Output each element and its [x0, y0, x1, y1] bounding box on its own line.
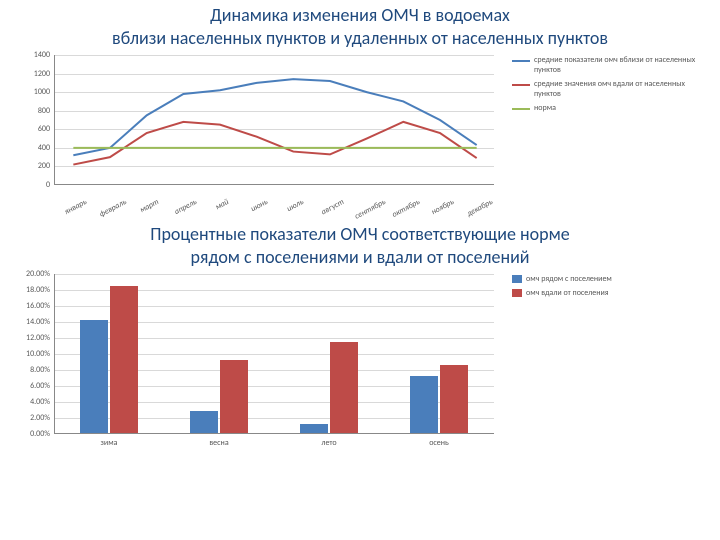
y-tick-label: 8.00%: [10, 365, 50, 375]
title-1: Динамика изменения ОМЧ в водоемах вблизи…: [0, 0, 720, 51]
bar-chart-legend: омч рядом с поселением омч вдали от посел…: [508, 270, 616, 306]
bar: [220, 360, 248, 433]
y-tick-label: 20.00%: [10, 269, 50, 279]
legend-label: норма: [534, 103, 556, 113]
x-tick-label: октябрь: [391, 197, 422, 220]
x-tick-label: март: [138, 197, 160, 215]
legend-item: омч рядом с поселением: [512, 274, 612, 284]
y-tick-label: 12.00%: [10, 333, 50, 343]
x-tick-label: июнь: [249, 197, 269, 214]
line-chart-block: 0 200 400 600 800 1000 1200 1400 январь февраль ма…: [0, 51, 720, 221]
legend-swatch: [512, 84, 530, 86]
x-tick-label: май: [214, 197, 231, 212]
legend-label: средние значения омч вдали от населенных…: [534, 79, 712, 99]
bar: [410, 376, 438, 433]
legend-swatch: [512, 289, 522, 297]
x-tick-label: декабрь: [465, 197, 494, 219]
line-chart: 0 200 400 600 800 1000 1200 1400 январь февраль ма…: [8, 51, 508, 221]
bar: [330, 342, 358, 433]
title-1-line-2: вблизи населенных пунктов и удаленных от…: [112, 27, 608, 49]
x-tick-label: апрель: [173, 197, 199, 217]
bar-chart: 0.00% 2.00% 4.00% 6.00% 8.00% 10.00% 12.00% 14.…: [8, 270, 508, 470]
x-tick-label: февраль: [98, 197, 129, 220]
title-1-line-1: Динамика изменения ОМЧ в водоемах: [210, 4, 510, 26]
series-line: [73, 122, 476, 165]
y-tick-label: 600: [10, 124, 50, 134]
bar-plot-area: [54, 274, 494, 434]
y-tick-label: 14.00%: [10, 317, 50, 327]
legend-label: омч вдали от поселения: [526, 288, 609, 298]
y-tick-label: 1000: [10, 87, 50, 97]
gridline: [55, 274, 494, 275]
legend-swatch: [512, 60, 530, 62]
y-tick-label: 4.00%: [10, 397, 50, 407]
title-2-line-1: Процентные показатели ОМЧ соответствующи…: [150, 223, 569, 245]
line-series-svg: [55, 55, 495, 185]
bar: [190, 411, 218, 433]
x-tick-label: осень: [429, 438, 449, 448]
x-tick-label: июль: [286, 197, 306, 214]
y-tick-label: 18.00%: [10, 285, 50, 295]
bar-chart-block: 0.00% 2.00% 4.00% 6.00% 8.00% 10.00% 12.00% 14.…: [0, 270, 720, 470]
y-tick-label: 400: [10, 143, 50, 153]
y-tick-label: 1200: [10, 69, 50, 79]
x-tick-label: сентябрь: [353, 197, 387, 222]
y-tick-label: 0: [10, 180, 50, 190]
x-tick-label: январь: [63, 197, 89, 217]
y-tick-label: 1400: [10, 50, 50, 60]
legend-swatch: [512, 108, 530, 110]
x-tick-label: зима: [101, 438, 118, 448]
x-tick-label: ноябрь: [430, 197, 456, 217]
line-plot-area: [54, 55, 494, 185]
legend-item: средние значения омч вдали от населенных…: [512, 79, 712, 99]
legend-label: средние показатели омч вблизи от населен…: [534, 55, 712, 75]
legend-item: норма: [512, 103, 712, 113]
y-tick-label: 2.00%: [10, 413, 50, 423]
legend-swatch: [512, 275, 522, 283]
line-chart-legend: средние показатели омч вблизи от населен…: [508, 51, 716, 121]
legend-item: омч вдали от поселения: [512, 288, 612, 298]
legend-label: омч рядом с поселением: [526, 274, 612, 284]
x-tick-label: весна: [209, 438, 228, 448]
title-2: Процентные показатели ОМЧ соответствующи…: [0, 221, 720, 270]
y-tick-label: 16.00%: [10, 301, 50, 311]
y-tick-label: 6.00%: [10, 381, 50, 391]
y-tick-label: 200: [10, 161, 50, 171]
y-tick-label: 10.00%: [10, 349, 50, 359]
bar: [300, 424, 328, 433]
x-tick-label: август: [320, 197, 346, 217]
bar: [110, 286, 138, 433]
bar: [80, 320, 108, 433]
bar: [440, 365, 468, 433]
title-2-line-2: рядом с поселениями и вдали от поселений: [190, 246, 529, 268]
legend-item: средние показатели омч вблизи от населен…: [512, 55, 712, 75]
y-tick-label: 800: [10, 106, 50, 116]
x-tick-label: лето: [321, 438, 336, 448]
y-tick-label: 0.00%: [10, 429, 50, 439]
